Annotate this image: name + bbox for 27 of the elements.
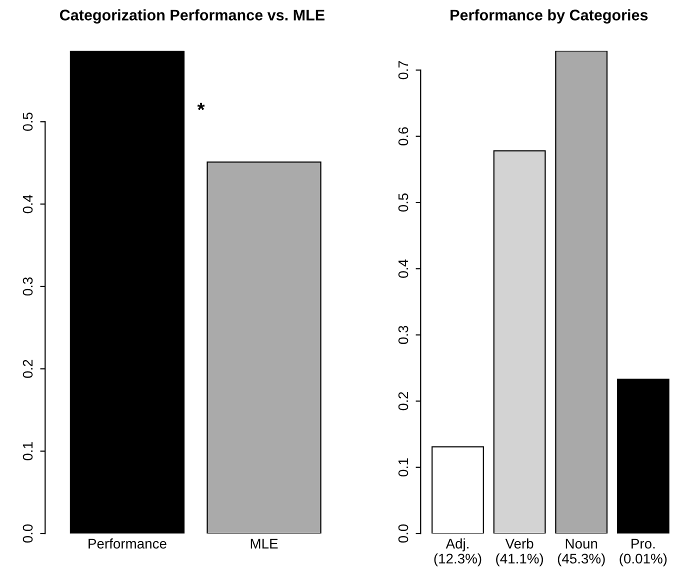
bar (432, 446, 484, 534)
y-tick-label: 0.1 (22, 442, 33, 460)
y-tick-label: 0.4 (22, 194, 33, 214)
x-tick-label: Adj. (12.3%) (434, 538, 482, 566)
y-tick-label: 0.2 (398, 392, 408, 410)
y-tick-label: 0.6 (398, 127, 408, 146)
y-tick-label: 0.3 (22, 277, 33, 296)
y-tick-label: 0.0 (22, 524, 33, 543)
chart-title: Categorization Performance vs. MLE (60, 9, 324, 24)
y-tick-label: 0.3 (398, 326, 408, 344)
y-tick-label: 0.0 (398, 524, 408, 543)
bar (616, 378, 670, 534)
y-tick-label: 0.5 (398, 193, 408, 212)
x-tick-label: Verb (41.1%) (496, 538, 544, 566)
chart-title: Performance by Categories (450, 9, 648, 24)
y-tick-label: 0.1 (398, 458, 408, 476)
x-tick-label: Pro. (0.01%) (620, 538, 667, 566)
x-tick-label: Performance (88, 538, 166, 549)
y-tick-label: 0.5 (22, 112, 33, 131)
bar (493, 150, 546, 534)
y-tick-label: 0.2 (22, 360, 33, 378)
x-tick-label: MLE (250, 538, 278, 548)
annotation: * (197, 102, 205, 110)
y-tick-label: 0.4 (398, 259, 408, 278)
x-tick-label: Noun (45.3%) (558, 538, 605, 566)
bar (555, 50, 608, 534)
y-tick-label: 0.7 (398, 61, 408, 80)
